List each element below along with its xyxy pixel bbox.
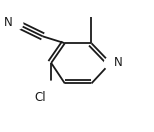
Text: Cl: Cl xyxy=(34,91,46,104)
Text: N: N xyxy=(114,56,123,69)
Text: N: N xyxy=(4,16,12,29)
